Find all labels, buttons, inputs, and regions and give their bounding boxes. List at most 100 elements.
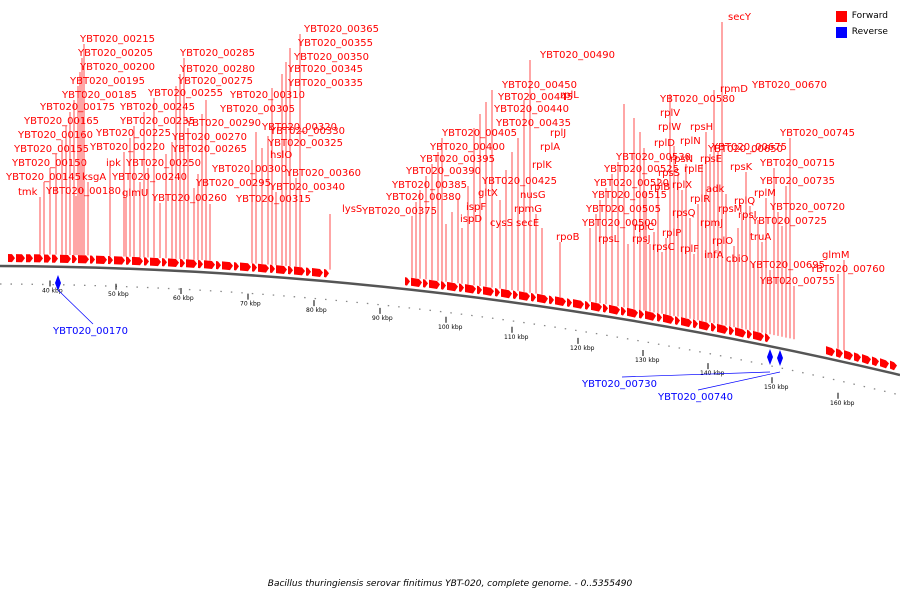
forward-gene-label: YBT020_00580 xyxy=(659,94,735,105)
forward-gene-arrow xyxy=(747,329,752,339)
forward-gene-label: adk xyxy=(706,184,724,195)
forward-gene-arrow xyxy=(423,279,428,288)
forward-gene-label: YBT020_00335 xyxy=(287,78,363,89)
forward-gene-arrow xyxy=(645,310,656,321)
forward-gene-label: YBT020_00290 xyxy=(185,118,261,129)
forward-gene-label: YBT020_00720 xyxy=(769,202,845,213)
forward-gene-label: rpmD xyxy=(720,84,748,95)
leader-line xyxy=(57,289,94,325)
forward-gene-label: rplJ xyxy=(550,128,566,139)
forward-gene-arrow xyxy=(729,326,734,336)
scale-tick-label: 50 kbp xyxy=(108,291,129,298)
forward-gene-arrow xyxy=(216,261,221,270)
forward-gene-arrow xyxy=(585,300,590,310)
forward-gene-label: rplD xyxy=(654,138,675,149)
forward-gene-arrow xyxy=(573,299,584,309)
forward-gene-label: YBT020_00300 xyxy=(211,164,287,175)
reverse-gene-arrow xyxy=(55,275,61,291)
forward-gene-label: YBT020_00530 xyxy=(615,152,691,163)
forward-gene-arrow xyxy=(34,254,43,263)
forward-gene-label: rpsE xyxy=(700,154,722,165)
forward-gene-label: rplW xyxy=(658,122,681,133)
scale-tick-label: 120 kbp xyxy=(570,345,595,352)
forward-gene-label: YBT020_00500 xyxy=(581,218,657,229)
forward-gene-arrow xyxy=(72,254,77,264)
forward-gene-arrow xyxy=(204,260,215,269)
scale-tick-label: 130 kbp xyxy=(635,357,660,364)
forward-gene-label: YBT020_00295 xyxy=(195,178,271,189)
forward-gene-arrow xyxy=(240,262,251,272)
scale-tick-label: 150 kbp xyxy=(764,384,789,391)
forward-gene-label: YBT020_00715 xyxy=(759,158,835,169)
forward-gene-label: YBT020_00360 xyxy=(285,168,361,179)
forward-gene-label: rpsS xyxy=(658,168,680,179)
forward-gene-arrow xyxy=(198,259,203,269)
leader-line xyxy=(697,371,781,391)
forward-gene-label: YBT020_00320 xyxy=(261,122,337,133)
reverse-gene-arrow xyxy=(767,349,773,365)
forward-gene-label: YBT020_00435 xyxy=(495,118,571,129)
forward-gene-arrow xyxy=(441,281,446,290)
forward-gene-label: rpsH xyxy=(690,122,713,133)
forward-gene-arrow xyxy=(234,262,239,271)
forward-gene-arrow xyxy=(60,254,71,263)
forward-gene-label: YBT020_00725 xyxy=(751,216,827,227)
forward-gene-label: YBT020_00160 xyxy=(17,130,93,141)
forward-gene-label: rpsM xyxy=(718,204,742,215)
reverse-gene-label: YBT020_00170 xyxy=(52,326,128,337)
forward-gene-arrow xyxy=(144,257,149,266)
forward-gene-arrow xyxy=(555,296,566,307)
forward-gene-label: YBT020_00165 xyxy=(23,116,99,127)
forward-gene-arrow xyxy=(44,254,51,263)
forward-gene-arrow xyxy=(693,319,698,329)
forward-gene-label: YBT020_00355 xyxy=(297,38,373,49)
forward-gene-label: YBT020_00220 xyxy=(89,142,165,153)
forward-gene-arrow xyxy=(862,354,871,365)
forward-gene-arrow xyxy=(78,255,89,264)
forward-gene-label: rplQ xyxy=(734,196,755,207)
reverse-gene-label: YBT020_00730 xyxy=(581,379,657,390)
scale-tick-label: 160 kbp xyxy=(830,400,855,407)
forward-gene-arrow xyxy=(717,323,728,334)
forward-gene-label: YBT020_00255 xyxy=(147,88,223,99)
forward-gene-arrow xyxy=(459,283,464,292)
forward-gene-arrow xyxy=(16,254,25,263)
forward-gene-label: YBT020_00380 xyxy=(385,192,461,203)
forward-gene-label: rpsN xyxy=(670,154,693,165)
forward-gene-label: YBT020_00175 xyxy=(39,102,115,113)
legend-forward: Forward xyxy=(835,8,888,24)
forward-gene-arrow xyxy=(765,333,770,343)
forward-gene-label: ipk xyxy=(106,158,121,169)
forward-gene-label: rplN xyxy=(680,136,701,147)
forward-gene-label: rpsK xyxy=(730,162,753,173)
forward-gene-label: lysS xyxy=(342,204,362,215)
forward-gene-label: YBT020_00385 xyxy=(391,180,467,191)
forward-gene-arrow xyxy=(405,277,410,286)
forward-gene-arrow xyxy=(639,309,644,319)
forward-gene-arrow xyxy=(90,255,95,264)
scale-tick-label: 60 kbp xyxy=(173,295,194,302)
forward-gene-label: glmM xyxy=(822,250,850,261)
forward-gene-label: YBT020_00310 xyxy=(229,90,305,101)
forward-gene-label: secY xyxy=(728,12,752,23)
forward-gene-label: secE xyxy=(516,218,539,229)
forward-gene-arrow xyxy=(150,257,161,267)
forward-gene-arrow xyxy=(537,293,548,304)
forward-gene-arrow xyxy=(312,268,323,277)
forward-gene-label: rpsJ xyxy=(632,234,651,245)
forward-gene-label: rplX xyxy=(672,180,692,191)
forward-gene-label: rplP xyxy=(662,228,681,239)
forward-gene-arrow xyxy=(567,298,572,307)
forward-gene-arrow xyxy=(465,284,476,294)
forward-gene-label: YBT020_00405 xyxy=(441,128,517,139)
forward-gene-label: YBT020_00670 xyxy=(751,80,827,91)
forward-gene-arrow xyxy=(663,313,674,324)
reverse-gene-label: YBT020_00740 xyxy=(657,392,733,403)
forward-gene-label: YBT020_00235 xyxy=(119,116,195,127)
forward-gene-arrow xyxy=(306,267,311,276)
forward-gene-arrow xyxy=(844,350,853,361)
tick-labels: 40 kbp 50 kbp 60 kbp 70 kbp 80 kbp 90 kbp 100 … xyxy=(42,280,855,407)
forward-gene-label: YBT020_00245 xyxy=(119,102,195,113)
forward-gene-arrow xyxy=(8,254,15,263)
forward-gene-label: rplC xyxy=(634,222,654,233)
